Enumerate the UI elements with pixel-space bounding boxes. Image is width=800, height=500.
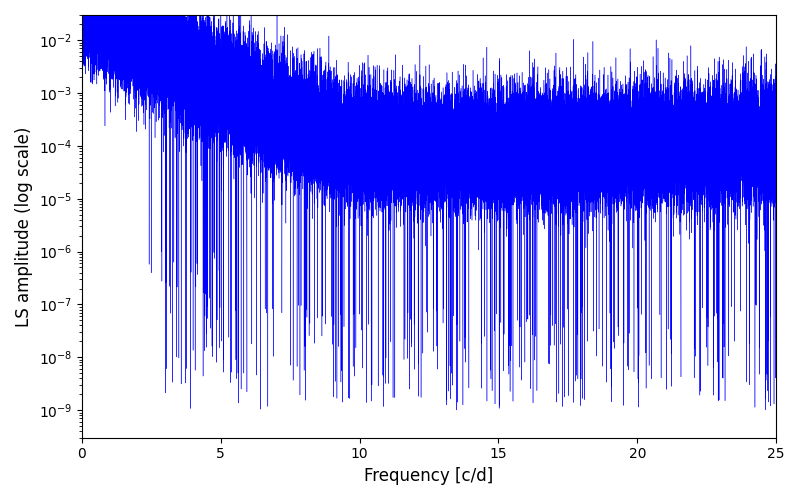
- X-axis label: Frequency [c/d]: Frequency [c/d]: [364, 467, 494, 485]
- Y-axis label: LS amplitude (log scale): LS amplitude (log scale): [15, 126, 33, 326]
